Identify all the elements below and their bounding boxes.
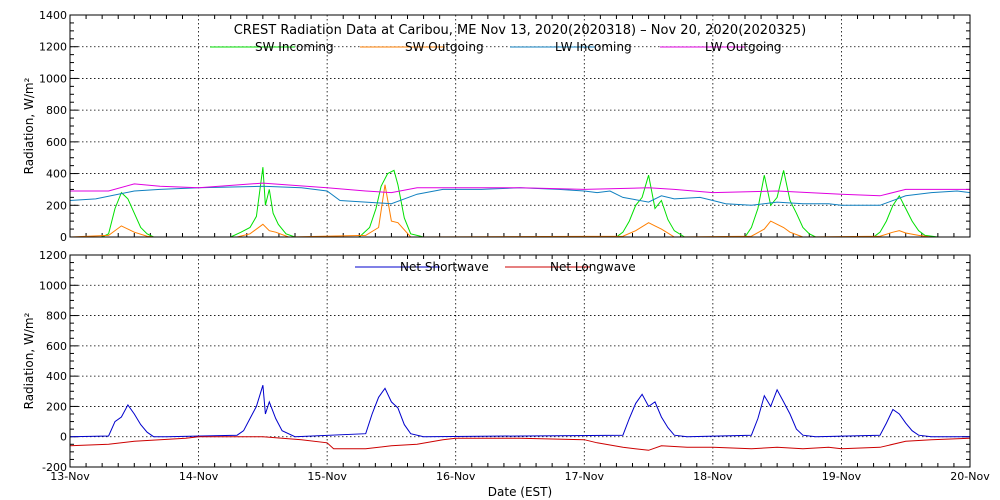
y-tick-label: -200	[42, 461, 67, 474]
y-tick-label: 1000	[39, 72, 67, 85]
y-tick-label: 600	[46, 136, 67, 149]
sw-outgoing-line	[69, 184, 970, 238]
panel-1: 0 200 400 600 800 1000 1200 1400 Radiation, W/m²…	[22, 9, 971, 244]
x-tick-label: 20-Nov	[950, 470, 990, 483]
y-tick-label: 400	[46, 370, 67, 383]
x-tick-label: 18-Nov	[693, 470, 733, 483]
y-tick-label: 0	[60, 231, 67, 244]
y-tick-label: 1200	[39, 41, 67, 54]
y-tick-label: 600	[46, 340, 67, 353]
chart-title: CREST Radiation Data at Caribou, ME Nov …	[234, 23, 807, 38]
legend-label: SW Outgoing	[405, 40, 484, 54]
y-axis-label: Radiation, W/m²	[22, 77, 36, 174]
x-tick-label: 13-Nov	[50, 470, 90, 483]
net-longwave-line	[69, 436, 971, 451]
y-tick-label: 1200	[39, 249, 67, 262]
y-tick-label: 400	[46, 168, 67, 181]
x-tick-label: 14-Nov	[179, 470, 219, 483]
x-tick-label: 16-Nov	[436, 470, 476, 483]
legend-label: Net Shortwave	[400, 260, 489, 274]
legend-label: LW Outgoing	[705, 40, 782, 54]
y-tick-label: 200	[46, 400, 67, 413]
y-tick-label: 800	[46, 104, 67, 117]
x-axis-label: Date (EST)	[488, 485, 552, 499]
legend-label: SW Incoming	[255, 40, 334, 54]
x-tick-label: 17-Nov	[565, 470, 605, 483]
lw-outgoing-line	[70, 182, 970, 197]
y-tick-label: 800	[46, 310, 67, 323]
plot-frame	[69, 254, 971, 468]
y-tick-label: 200	[46, 199, 67, 212]
legend-label: LW Incoming	[555, 40, 632, 54]
y-tick-label: 1000	[39, 279, 67, 292]
y-axis-label: Radiation, W/m²	[22, 312, 36, 409]
legend-label: Net Longwave	[550, 260, 636, 274]
y-tick-label: 0	[60, 431, 67, 444]
lw-incoming-line	[69, 185, 971, 206]
x-tick-label: 15-Nov	[307, 470, 347, 483]
panel-2: -200 0 200 400 600 800 1000 1200 Radiation, W/m²…	[22, 249, 990, 499]
x-tick-label: 19-Nov	[822, 470, 862, 483]
sw-incoming-line	[70, 167, 970, 238]
plot-frame	[69, 14, 971, 238]
net-shortwave-line	[69, 385, 970, 438]
y-tick-label: 1400	[39, 9, 67, 22]
